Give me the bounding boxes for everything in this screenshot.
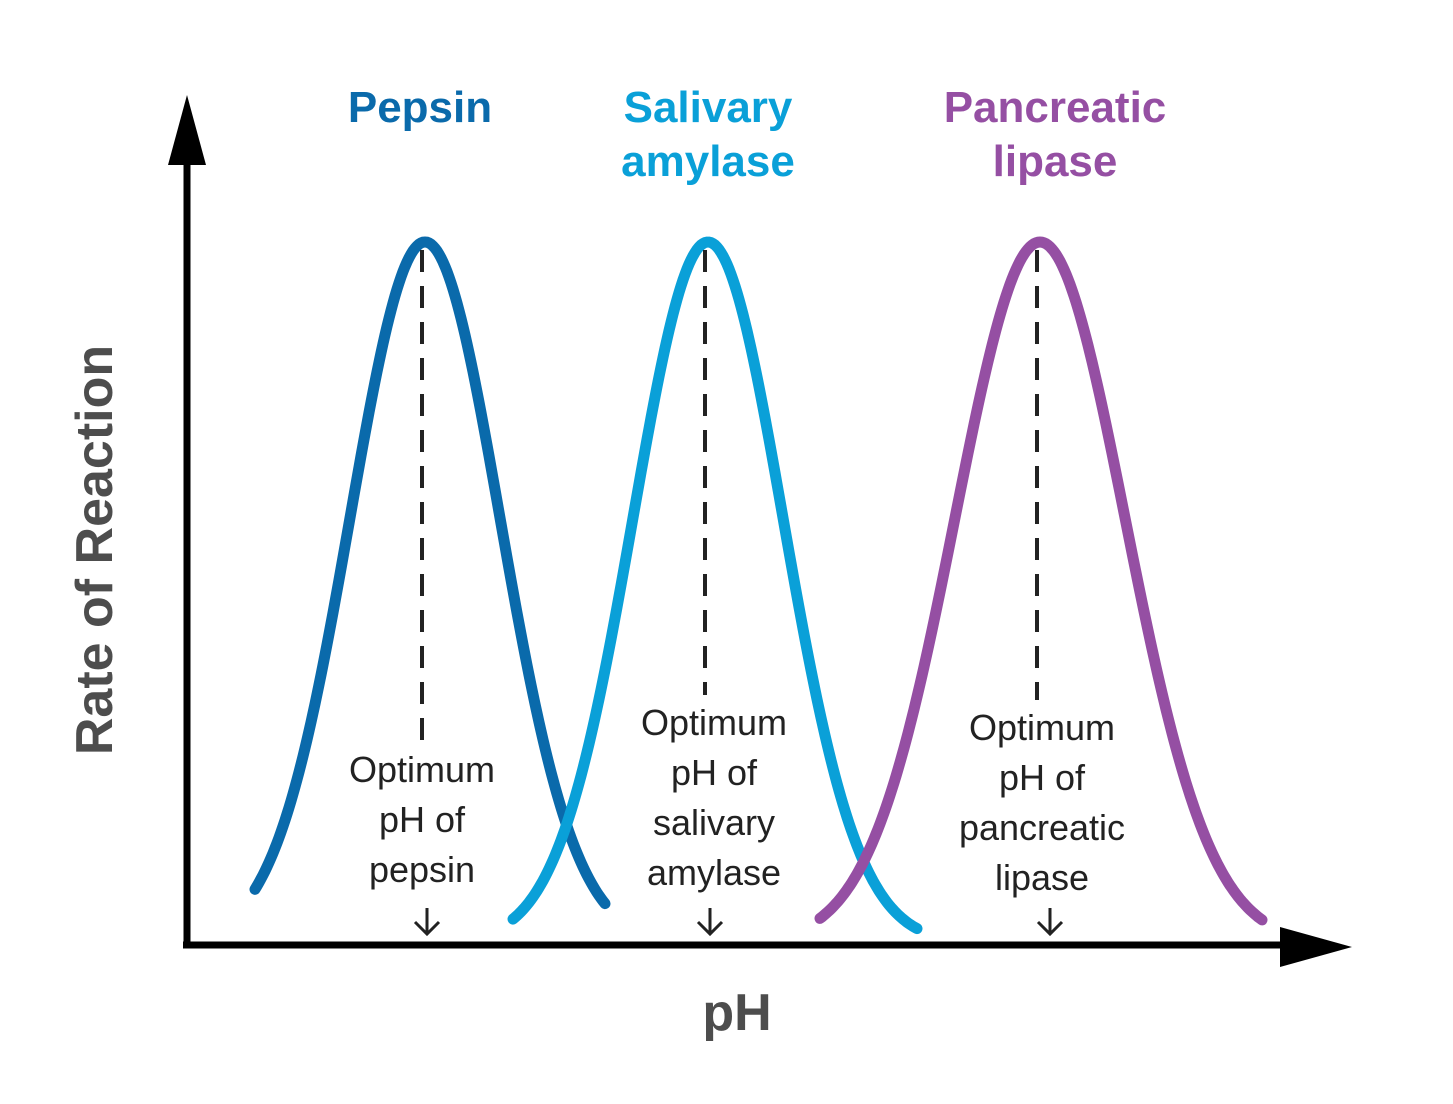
series-title: Pepsin [348,83,492,132]
optimum-annotation-line: pH of [379,799,466,840]
series-curve [814,236,1268,926]
axes [168,95,1352,967]
optimum-annotation: Optimum pH of pepsin [349,749,495,890]
series-title: Salivary amylase [621,83,795,186]
down-arrow-head-icon [696,920,724,937]
series-curve [249,236,611,910]
series-title-line: Pancreatic [944,83,1167,132]
x-axis-label: pH [702,984,771,1042]
series-title-line: amylase [621,137,795,186]
optimum-annotation-line: pepsin [369,849,475,890]
series-title-line: Salivary [624,83,793,132]
optimum-annotation-line: pH of [999,757,1086,798]
series-title-line: Pepsin [348,83,492,132]
optimum-annotation: Optimum pH of salivary amylase [641,702,787,893]
down-arrow-head-icon [413,920,441,937]
optimum-annotation-line: pH of [671,752,758,793]
series-2: Pancreatic lipase Optimum pH of pancreatic li… [814,83,1268,937]
optimum-annotation-line: amylase [647,852,781,893]
series-title: Pancreatic lipase [944,83,1167,186]
series-0: Pepsin Optimum pH of pepsin [249,83,611,937]
optimum-annotation-line: Optimum [641,702,787,743]
optimum-annotation-line: pancreatic [959,807,1125,848]
series-1: Salivary amylase Optimum pH of salivary amyla… [507,83,923,937]
y-axis-label: Rate of Reaction [66,345,124,755]
down-arrow-head-icon [1036,920,1064,937]
series-curve [507,236,923,935]
x-axis-arrow-icon [1280,927,1352,967]
y-axis-arrow-icon [168,95,206,165]
optimum-annotation: Optimum pH of pancreatic lipase [959,707,1125,898]
series-title-line: lipase [993,137,1118,186]
optimum-annotation-line: Optimum [969,707,1115,748]
optimum-annotation-line: lipase [995,857,1089,898]
optimum-annotation-line: salivary [653,802,775,843]
optimum-annotation-line: Optimum [349,749,495,790]
